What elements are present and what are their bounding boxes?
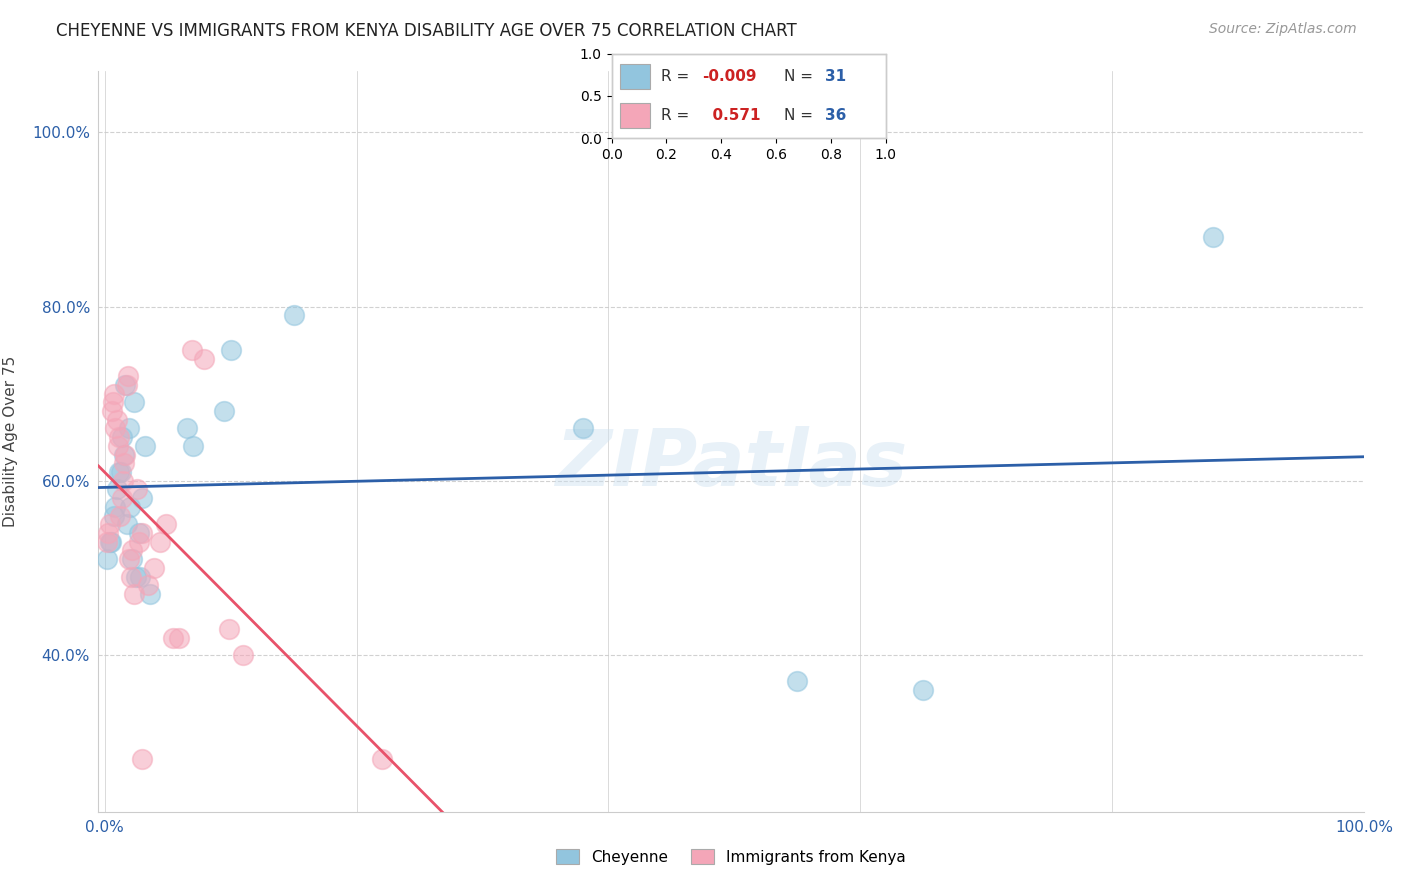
Point <box>103 508 125 523</box>
Point <box>214 404 236 418</box>
Point <box>112 456 135 470</box>
Point <box>786 674 808 689</box>
Text: -0.009: -0.009 <box>702 69 756 84</box>
Text: 31: 31 <box>825 69 846 84</box>
Point <box>131 526 153 541</box>
Point <box>162 631 184 645</box>
Point <box>104 500 127 514</box>
Point <box>149 534 172 549</box>
Text: N =: N = <box>785 69 813 84</box>
Point <box>232 648 254 662</box>
Point <box>114 378 136 392</box>
Point <box>111 491 134 505</box>
Point <box>572 421 595 435</box>
Point <box>96 552 118 566</box>
Point <box>180 343 202 357</box>
Point <box>115 378 138 392</box>
Point <box>134 439 156 453</box>
Point <box>120 569 142 583</box>
Point <box>122 395 145 409</box>
Point <box>219 343 242 357</box>
Point <box>112 448 135 462</box>
Point <box>131 491 153 505</box>
Legend: Cheyenne, Immigrants from Kenya: Cheyenne, Immigrants from Kenya <box>550 843 912 871</box>
Point <box>117 369 139 384</box>
Point <box>104 421 127 435</box>
Point <box>124 587 146 601</box>
Point <box>125 483 148 497</box>
Text: CHEYENNE VS IMMIGRANTS FROM KENYA DISABILITY AGE OVER 75 CORRELATION CHART: CHEYENNE VS IMMIGRANTS FROM KENYA DISABI… <box>56 22 797 40</box>
Point <box>1202 230 1225 244</box>
Point <box>101 395 124 409</box>
Point <box>121 543 143 558</box>
Point <box>98 534 121 549</box>
Text: R =: R = <box>661 69 689 84</box>
FancyBboxPatch shape <box>620 103 650 128</box>
Point <box>97 526 120 541</box>
Point <box>131 752 153 766</box>
Point <box>176 421 198 435</box>
Point <box>107 465 129 479</box>
Text: Source: ZipAtlas.com: Source: ZipAtlas.com <box>1209 22 1357 37</box>
Point <box>117 421 139 435</box>
Point <box>128 534 150 549</box>
Text: N =: N = <box>785 108 813 123</box>
FancyBboxPatch shape <box>620 63 650 89</box>
Text: ZIPatlas: ZIPatlas <box>555 425 907 502</box>
Point <box>283 308 305 322</box>
Point <box>121 552 143 566</box>
Point <box>100 534 122 549</box>
Point <box>912 682 935 697</box>
Point <box>96 534 118 549</box>
Point <box>100 404 122 418</box>
Point <box>129 569 152 583</box>
Point <box>370 752 392 766</box>
Text: 36: 36 <box>825 108 846 123</box>
Point <box>125 569 148 583</box>
Point <box>193 351 215 366</box>
Point <box>103 386 125 401</box>
Point <box>105 413 128 427</box>
Point <box>118 500 141 514</box>
Point <box>110 465 132 479</box>
Text: R =: R = <box>661 108 689 123</box>
Text: 0.571: 0.571 <box>702 108 761 123</box>
Point <box>117 517 139 532</box>
Point <box>139 587 162 601</box>
Point <box>105 483 128 497</box>
Point <box>110 508 132 523</box>
Point <box>142 561 165 575</box>
Point <box>100 517 122 532</box>
Y-axis label: Disability Age Over 75: Disability Age Over 75 <box>3 356 18 527</box>
Point <box>114 448 136 462</box>
Point <box>107 439 129 453</box>
Point <box>136 578 159 592</box>
Point <box>118 552 141 566</box>
Point <box>111 474 134 488</box>
Point <box>108 430 131 444</box>
Point <box>155 517 177 532</box>
Point <box>128 526 150 541</box>
Point <box>111 430 134 444</box>
Point <box>218 622 240 636</box>
Point <box>167 631 190 645</box>
Point <box>181 439 204 453</box>
